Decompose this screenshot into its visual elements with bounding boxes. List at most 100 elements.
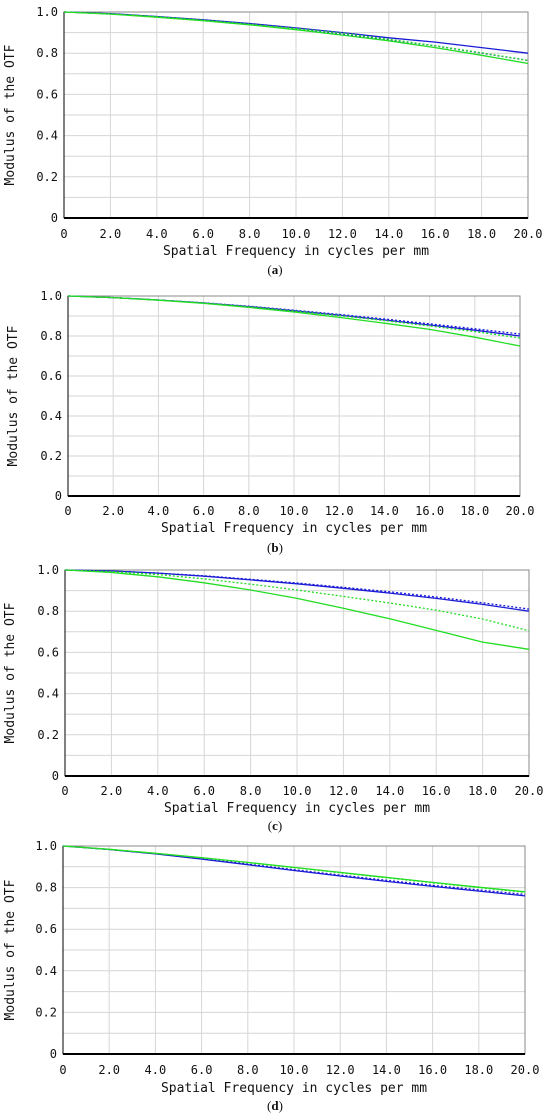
y-axis-title: Modulus of the OTF [3,44,18,185]
x-tick-label: 4.0 [147,784,169,798]
x-tick-label: 8.0 [238,504,260,518]
y-tick-label: 0.6 [37,645,59,659]
x-tick-label: 18.0 [467,227,496,241]
y-tick-label: 0 [50,1047,57,1061]
x-tick-label: 14.0 [375,784,404,798]
y-axis-title: Modulus of the OTF [3,879,18,1020]
chart-panel-d: 0 2.0 4.0 6.0 8.0 10.0 12.0 14.0 16.0 18.0 20.0 0 0.… [0,840,550,1120]
x-tick-label: 14.0 [372,1063,401,1077]
y-tick-label: 0.4 [40,409,62,423]
y-tick-label: 0.2 [35,1005,57,1019]
x-tick-label: 6.0 [191,1063,213,1077]
x-tick-label: 20.0 [515,784,544,798]
x-tick-label: 16.0 [421,227,450,241]
x-tick-label: 2.0 [102,504,124,518]
mtf-chart-b: 0 2.0 4.0 6.0 8.0 10.0 12.0 14.0 16.0 18.0 20.0 0 0.… [6,289,535,536]
series-line-2 [64,569,530,650]
y-tick-label: 0.8 [36,46,58,60]
x-tick-label: 12.0 [328,227,357,241]
caption-d: (d) [267,1098,283,1113]
x-tick-label: 16.0 [422,784,451,798]
x-tick-label: 2.0 [101,784,123,798]
y-tick-label: 0.8 [40,329,62,343]
y-tick-label: 0.2 [36,170,58,184]
series-line-3 [64,569,530,632]
x-tick-label: 0 [60,227,67,241]
x-axis-title: Spatial Frequency in cycles per mm [161,521,427,536]
chart-panel-a: 0 2.0 4.0 6.0 8.0 10.0 12.0 14.0 16.0 18.0 20.0 0 0.… [0,0,550,282]
x-tick-label: 6.0 [192,227,214,241]
x-tick-label: 8.0 [237,1063,259,1077]
x-tick-label: 12.0 [326,1063,355,1077]
caption-b-letter: b [271,540,279,555]
grid-lines [63,11,529,218]
y-tick-label: 0.2 [40,449,62,463]
x-tick-label: 8.0 [240,784,262,798]
series-line-3 [63,11,529,62]
x-tick-label: 12.0 [325,504,354,518]
x-tick-label: 6.0 [193,784,215,798]
y-tick-label: 0.6 [35,922,57,936]
y-tick-label: 0.4 [36,129,58,143]
x-tick-label: 10.0 [280,1063,309,1077]
y-tick-label: 0.2 [37,728,59,742]
x-tick-label: 12.0 [329,784,358,798]
series-line-1 [67,295,521,335]
x-tick-label: 14.0 [370,504,399,518]
y-tick-label: 0.8 [37,604,59,618]
y-tick-label: 0.8 [35,881,57,895]
y-tick-label: 0.6 [36,87,58,101]
x-axis-title: Spatial Frequency in cycles per mm [163,244,429,259]
y-tick-label: 1.0 [40,289,62,303]
x-tick-label: 10.0 [280,504,309,518]
y-axis-title: Modulus of the OTF [3,602,18,743]
x-tick-label: 20.0 [514,227,543,241]
series-line-1 [64,569,530,610]
x-tick-label: 8.0 [239,227,261,241]
x-tick-label: 4.0 [148,504,170,518]
caption-a: (a) [267,262,283,277]
chart-panel-c: 0 2.0 4.0 6.0 8.0 10.0 12.0 14.0 16.0 18.0 20.0 0 0.… [0,562,550,840]
caption-d-letter: d [271,1098,279,1113]
x-tick-label: 4.0 [145,1063,167,1077]
mtf-chart-c: 0 2.0 4.0 6.0 8.0 10.0 12.0 14.0 16.0 18.0 20.0 0 0.… [3,563,544,816]
y-tick-label: 0 [55,489,62,503]
x-tick-label: 14.0 [374,227,403,241]
caption-c: (c) [267,818,283,833]
x-tick-label: 2.0 [98,1063,120,1077]
mtf-chart-d: 0 2.0 4.0 6.0 8.0 10.0 12.0 14.0 16.0 18.0 20.0 0 0.… [3,840,540,1096]
y-tick-label: 0 [52,769,59,783]
series-line-3 [62,845,526,894]
y-tick-label: 0.4 [35,964,57,978]
chart-panel-b: 0 2.0 4.0 6.0 8.0 10.0 12.0 14.0 16.0 18.0 20.0 0 0.… [0,282,550,562]
x-tick-label: 0 [59,1063,66,1077]
x-tick-label: 16.0 [415,504,444,518]
x-tick-label: 20.0 [506,504,535,518]
x-tick-label: 18.0 [468,784,497,798]
y-tick-label: 1.0 [37,563,59,577]
y-tick-label: 0.6 [40,369,62,383]
caption-a-letter: a [271,262,279,277]
x-tick-label: 6.0 [193,504,215,518]
x-tick-label: 20.0 [511,1063,540,1077]
caption-c-letter: c [272,818,278,833]
mtf-chart-a: 0 2.0 4.0 6.0 8.0 10.0 12.0 14.0 16.0 18.0 20.0 0 0.… [3,5,543,259]
y-tick-label: 1.0 [36,5,58,19]
x-tick-label: 0 [61,784,68,798]
x-tick-label: 18.0 [464,1063,493,1077]
series-line-2 [67,295,521,347]
x-tick-label: 4.0 [146,227,168,241]
y-tick-label: 0 [51,211,58,225]
x-tick-label: 10.0 [283,784,312,798]
caption-b: (b) [267,540,283,555]
x-tick-label: 18.0 [460,504,489,518]
x-tick-label: 16.0 [418,1063,447,1077]
y-axis-title: Modulus of the OTF [6,325,21,466]
x-axis-title: Spatial Frequency in cycles per mm [161,1081,427,1096]
y-tick-label: 0.4 [37,687,59,701]
x-axis-title: Spatial Frequency in cycles per mm [164,801,430,816]
x-tick-label: 0 [64,504,71,518]
x-tick-label: 2.0 [100,227,122,241]
x-tick-label: 10.0 [282,227,311,241]
y-tick-label: 1.0 [35,840,57,853]
